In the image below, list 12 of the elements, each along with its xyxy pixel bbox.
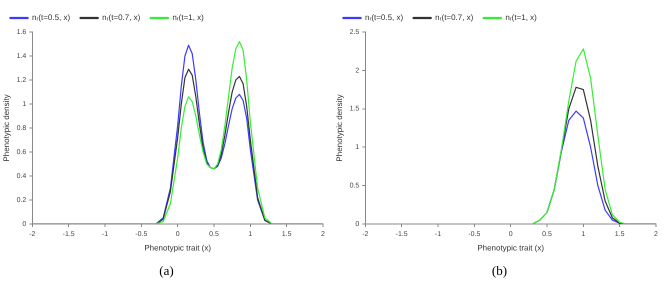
legend-label: nᵣ(t=0.7, x)	[102, 13, 141, 22]
legend-label: nᵣ(t=1, x)	[505, 13, 538, 22]
x-axis-title: Phenotypic trait (x)	[477, 243, 544, 252]
x-axis-title: Phenotypic trait (x)	[144, 243, 212, 252]
legend-label: nᵣ(t=0.5, x)	[32, 13, 70, 22]
y-axis-title: Phenotypic density	[2, 94, 12, 162]
y-axis-title: Phenotypic density	[335, 94, 344, 162]
legend-label: nᵣ(t=1, x)	[172, 13, 204, 22]
text: (a)	[158, 263, 175, 279]
legend-label: nᵣ(t=0.5, x)	[365, 13, 404, 22]
text: (b)	[490, 263, 508, 279]
legend-label: nᵣ(t=0.7, x)	[435, 13, 474, 22]
